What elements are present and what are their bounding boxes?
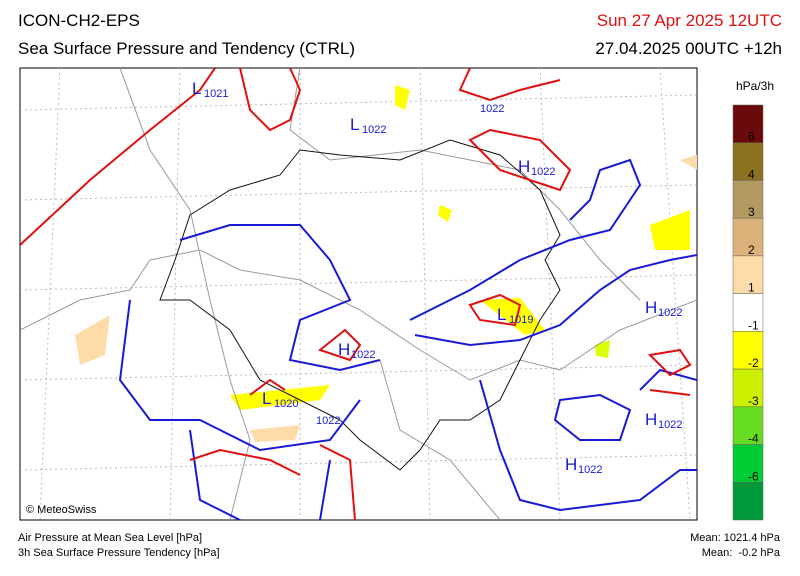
colorbar-box	[732, 142, 764, 181]
svg-text:H: H	[518, 157, 530, 176]
legend-tendency: 3h Sea Surface Pressure Tendency [hPa]	[18, 547, 220, 559]
graticule	[20, 68, 697, 520]
svg-text:L: L	[262, 389, 271, 408]
borders	[20, 68, 697, 520]
map: L 1021 L 1022 H 1022 L 1019 H 1022 H 1022 L 102…	[19, 67, 698, 521]
system-label: H 1022	[518, 157, 555, 178]
colorbar-label: 1	[748, 281, 755, 295]
colorbar-box	[732, 104, 764, 143]
colorbar-box	[732, 217, 764, 257]
colorbar-box	[732, 482, 764, 521]
colorbar-label: 4	[748, 167, 755, 181]
mean-tendency: Mean: -0.2 hPa	[702, 547, 781, 559]
svg-text:H: H	[565, 455, 577, 474]
system-label: H 1022	[338, 340, 375, 361]
svg-text:H: H	[338, 340, 350, 359]
colorbar-box	[732, 406, 764, 445]
isobar-label: 1022	[316, 415, 340, 427]
svg-text:1022: 1022	[658, 307, 682, 319]
svg-text:1022: 1022	[362, 124, 386, 136]
colorbar-label: -3	[748, 394, 759, 408]
colorbar-box	[732, 331, 764, 370]
system-label: H 1022	[645, 410, 682, 431]
colorbar-label: 2	[748, 243, 755, 257]
colorbar-label: 3	[748, 205, 755, 219]
system-label: L 1022	[350, 115, 386, 136]
svg-text:1020: 1020	[274, 398, 298, 410]
svg-text:1022: 1022	[351, 349, 375, 361]
legend-pressure: Air Pressure at Mean Sea Level [hPa]	[18, 532, 202, 544]
system-label: L 1020	[262, 389, 298, 410]
svg-text:1022: 1022	[658, 419, 682, 431]
svg-text:1022: 1022	[578, 464, 602, 476]
system-label: H 1022	[645, 298, 682, 319]
swiss-outline	[159, 139, 561, 471]
svg-text:H: H	[645, 410, 657, 429]
tendency-lines	[20, 68, 692, 520]
colorbar-label: -4	[748, 432, 759, 446]
svg-text:1022: 1022	[531, 166, 555, 178]
colorbar-label: -6	[748, 469, 759, 483]
svg-text:L: L	[497, 305, 506, 324]
colorbar-unit: hPa/3h	[736, 79, 774, 93]
valid-time: Sun 27 Apr 2025 12UTC	[597, 11, 782, 30]
colorbar-box	[732, 255, 764, 294]
colorbar-box	[732, 180, 764, 219]
pressure-systems: L 1021 L 1022 H 1022 L 1019 H 1022 H 1022 L 102…	[192, 79, 682, 476]
product-title: Sea Surface Pressure and Tendency (CTRL)	[18, 39, 355, 58]
isobars	[118, 158, 697, 520]
colorbar: hPa/3h 6 4 3 2 1 -1 -2 -3 -4 -6	[732, 79, 774, 521]
copyright: © MeteoSwiss	[26, 504, 97, 516]
system-label: H 1022	[565, 455, 602, 476]
colorbar-label: 6	[748, 130, 755, 144]
run-time: 27.04.2025 00UTC +12h	[595, 39, 782, 58]
system-label: L 1019	[497, 305, 533, 326]
isobar-label: 1022	[480, 103, 504, 115]
colorbar-label: -2	[748, 356, 759, 370]
svg-text:L: L	[350, 115, 359, 134]
svg-text:1019: 1019	[509, 314, 533, 326]
mean-pressure: Mean: 1021.4 hPa	[690, 532, 781, 544]
colorbar-label: -1	[748, 318, 759, 332]
svg-text:H: H	[645, 298, 657, 317]
model-name: ICON-CH2-EPS	[18, 11, 140, 30]
system-label: L 1021	[192, 79, 228, 100]
colorbar-box	[732, 293, 764, 332]
tendency-patches	[75, 85, 697, 442]
svg-text:1021: 1021	[204, 88, 228, 100]
colorbar-box	[732, 444, 764, 483]
svg-text:L: L	[192, 79, 201, 98]
colorbar-box	[732, 368, 764, 408]
